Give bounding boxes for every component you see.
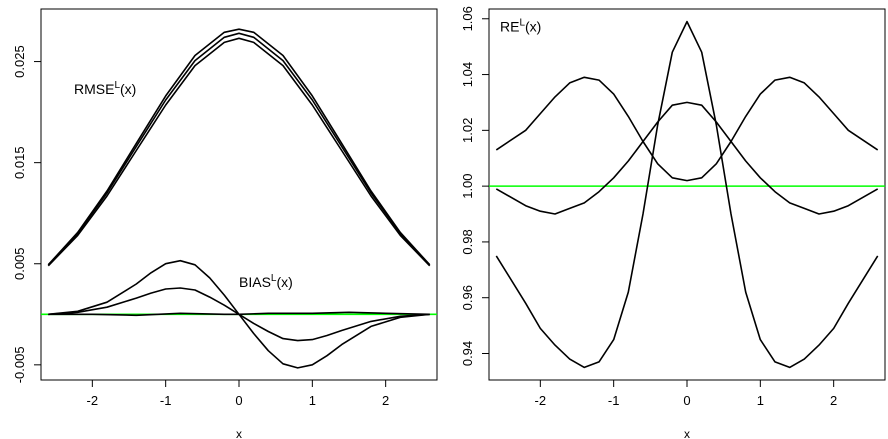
annotation-suffix: (x) bbox=[120, 81, 136, 97]
annotation-base: RMSE bbox=[74, 81, 114, 97]
re-y-tick-label: 1.04 bbox=[460, 62, 475, 87]
annotation-superscript: L bbox=[114, 80, 120, 91]
re-y-tick-label: 1.02 bbox=[460, 118, 475, 143]
re-x-tick-label: 1 bbox=[757, 393, 764, 408]
annotation-base: RE bbox=[500, 18, 519, 34]
left-panel-rmse-bias: -2 -1 0 1 2-0.0050.0050.0150.025xRMSEL(x)BIA… bbox=[12, 8, 438, 439]
annotation-base: BIAS bbox=[239, 274, 271, 290]
rmse-bias-x-tick-label: -1 bbox=[160, 393, 172, 408]
re-y-tick-label: 1.06 bbox=[460, 6, 475, 31]
rmse-bias-y-tick-label: 0.025 bbox=[12, 45, 27, 78]
rmse-bias-series-line-3 bbox=[47, 37, 431, 267]
re-series-line-1 bbox=[495, 20, 879, 369]
rmse-bias-series-line-6 bbox=[48, 311, 430, 317]
re-y-tick-label: 0.94 bbox=[460, 341, 475, 366]
rmse-bias-y-tick-label: 0.015 bbox=[12, 146, 27, 179]
re-annotation-1: REL(x) bbox=[500, 17, 541, 34]
rmse-bias-x-tick-label: 1 bbox=[309, 393, 316, 408]
annotation-superscript: L bbox=[519, 17, 525, 28]
annotation-suffix: (x) bbox=[276, 274, 292, 290]
rmse-bias-y-tick-label: -0.005 bbox=[12, 346, 27, 383]
rmse-bias-annotation-2: BIASL(x) bbox=[239, 273, 293, 290]
rmse-bias-x-axis-label: x bbox=[236, 427, 242, 439]
re-x-tick-label: 2 bbox=[830, 393, 837, 408]
re-series-line-3 bbox=[495, 101, 879, 215]
re-x-axis-label: x bbox=[684, 427, 690, 439]
annotation-suffix: (x) bbox=[525, 18, 541, 34]
rmse-bias-x-tick-label: -2 bbox=[87, 393, 99, 408]
rmse-bias-series-line-2 bbox=[47, 32, 431, 266]
re-x-tick-label: 0 bbox=[683, 393, 690, 408]
annotation-superscript: L bbox=[271, 273, 277, 284]
re-x-tick-label: -1 bbox=[608, 393, 620, 408]
right-panel-relative-efficiency: -2 -1 0 1 2 0.94 0.96 0.98 1.00 1.02 1.04 1.06 x REL(… bbox=[460, 6, 886, 439]
re-x-tick-label: -2 bbox=[535, 393, 547, 408]
rmse-bias-y-tick-label: 0.005 bbox=[12, 247, 27, 280]
re-y-tick-label: 0.98 bbox=[460, 229, 475, 254]
re-series-line-2 bbox=[495, 76, 879, 182]
re-y-tick-label: 1.00 bbox=[460, 173, 475, 198]
re-y-tick-label: 0.96 bbox=[460, 285, 475, 310]
rmse-bias-x-tick-label: 2 bbox=[382, 393, 389, 408]
rmse-bias-x-tick-label: 0 bbox=[235, 393, 242, 408]
rmse-bias-series-line-1 bbox=[47, 28, 431, 266]
rmse-bias-annotation-1: RMSEL(x) bbox=[74, 80, 136, 97]
